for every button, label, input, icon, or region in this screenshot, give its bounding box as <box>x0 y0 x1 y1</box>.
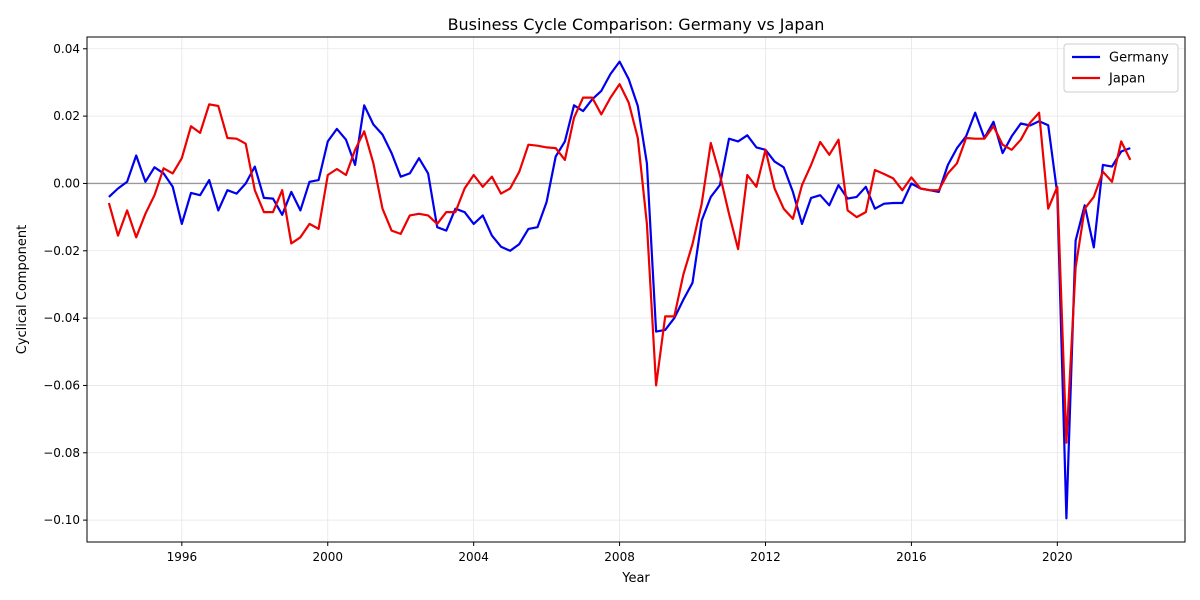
x-axis-title: Year <box>621 571 650 586</box>
y-tick-label: −0.02 <box>43 244 80 258</box>
ticks-layer: 1996 2000 2004 2008 2012 2016 2020 −0.10 −0.08 −0… <box>43 42 1072 564</box>
y-tick-label: −0.10 <box>43 513 80 527</box>
plot-area-frame <box>86 36 1186 543</box>
y-tick-label: 0.00 <box>53 176 80 190</box>
legend: Germany Japan <box>1063 43 1179 93</box>
y-axis-title: Cyclical Component <box>15 225 30 354</box>
x-tick-label: 2004 <box>458 550 489 564</box>
legend-label-germany: Germany <box>1109 51 1169 66</box>
x-tick-label: 2016 <box>896 550 927 564</box>
series-line-japan <box>107 82 1132 444</box>
y-tick-label: 0.02 <box>53 109 80 123</box>
x-tick-label: 2000 <box>312 550 343 564</box>
x-tick-label: 1996 <box>167 550 198 564</box>
legend-label-japan: Japan <box>1108 72 1145 87</box>
y-tick-label: −0.04 <box>43 311 80 325</box>
series-line-germany <box>108 60 1131 520</box>
x-tick-label: 2008 <box>604 550 635 564</box>
series-layer <box>107 60 1132 520</box>
x-tick-label: 2012 <box>750 550 781 564</box>
y-tick-label: −0.08 <box>43 446 80 460</box>
x-tick-label: 2020 <box>1042 550 1073 564</box>
y-tick-label: −0.06 <box>43 378 80 392</box>
y-tick-label: 0.04 <box>53 42 80 56</box>
chart-title: Business Cycle Comparison: Germany vs Ja… <box>448 15 825 34</box>
